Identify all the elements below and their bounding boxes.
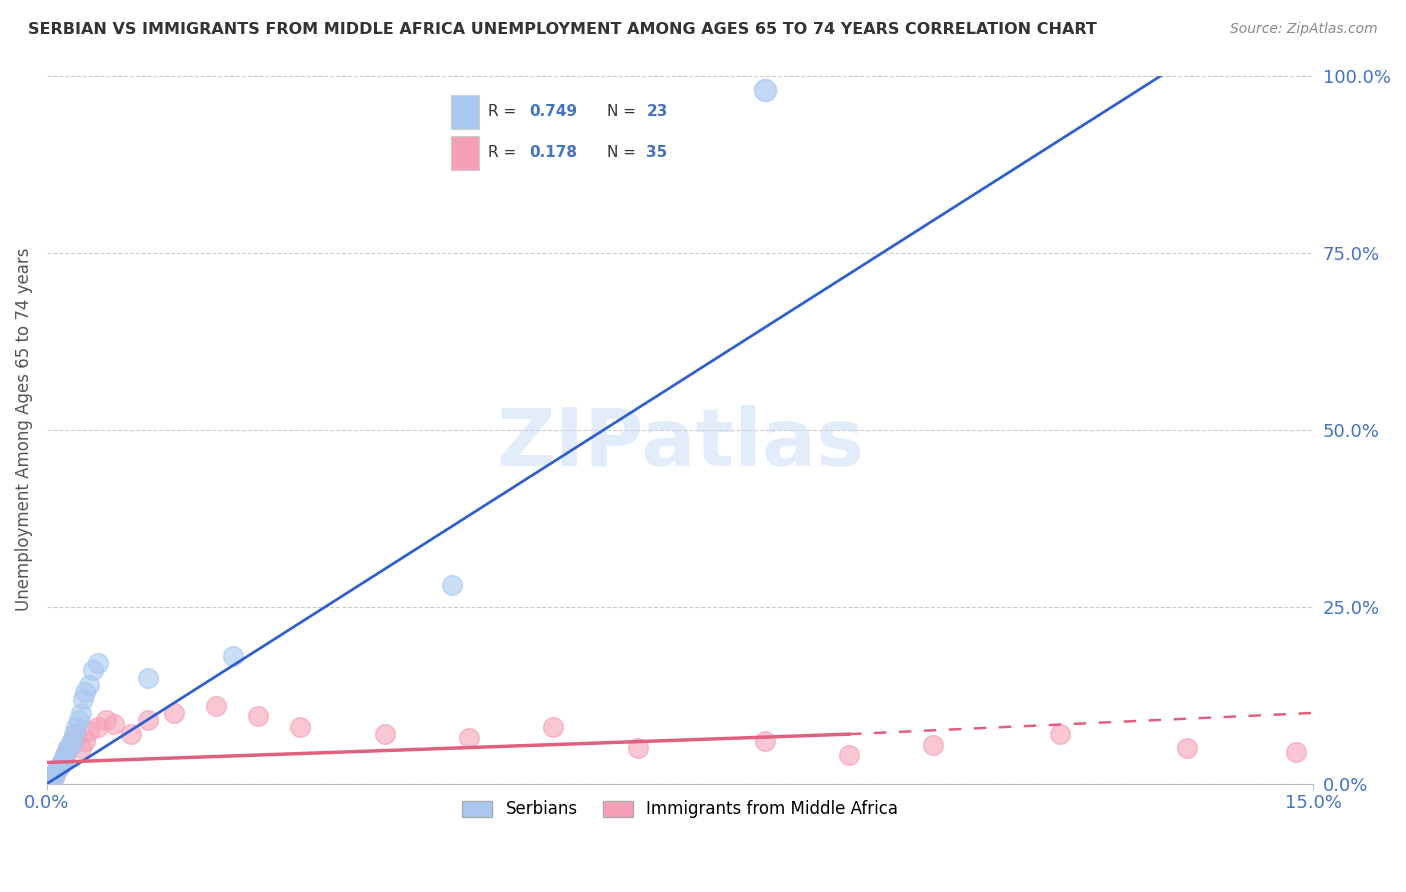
Point bbox=[72, 691, 94, 706]
Point bbox=[55, 748, 77, 763]
Point bbox=[59, 738, 82, 752]
Point bbox=[46, 763, 69, 777]
Point bbox=[246, 709, 269, 723]
Point bbox=[86, 720, 108, 734]
Point bbox=[73, 684, 96, 698]
Point bbox=[204, 698, 226, 713]
Point bbox=[221, 649, 243, 664]
Point bbox=[55, 748, 77, 763]
Point bbox=[458, 731, 481, 745]
Y-axis label: Unemployment Among Ages 65 to 74 years: Unemployment Among Ages 65 to 74 years bbox=[15, 248, 32, 611]
Point bbox=[42, 770, 65, 784]
Point bbox=[120, 727, 142, 741]
Point bbox=[627, 741, 650, 756]
Point bbox=[51, 756, 73, 770]
Point bbox=[86, 657, 108, 671]
Point bbox=[48, 759, 70, 773]
Point bbox=[374, 727, 396, 741]
Point bbox=[838, 748, 860, 763]
Point bbox=[103, 716, 125, 731]
Point bbox=[1175, 741, 1198, 756]
Point bbox=[46, 763, 69, 777]
Point bbox=[1049, 727, 1071, 741]
Point bbox=[69, 706, 91, 720]
Point bbox=[73, 734, 96, 748]
Point bbox=[52, 752, 75, 766]
Text: Source: ZipAtlas.com: Source: ZipAtlas.com bbox=[1230, 22, 1378, 37]
Point bbox=[51, 756, 73, 770]
Point bbox=[59, 738, 82, 752]
Point bbox=[136, 671, 159, 685]
Point bbox=[56, 741, 79, 756]
Point bbox=[39, 773, 62, 788]
Point bbox=[60, 734, 83, 748]
Point bbox=[1285, 745, 1308, 759]
Point bbox=[543, 720, 565, 734]
Point bbox=[922, 738, 945, 752]
Point bbox=[65, 727, 87, 741]
Point bbox=[63, 731, 86, 745]
Point bbox=[77, 723, 100, 738]
Point bbox=[48, 759, 70, 773]
Point bbox=[69, 741, 91, 756]
Point bbox=[52, 752, 75, 766]
Point bbox=[288, 720, 311, 734]
Point bbox=[162, 706, 184, 720]
Point bbox=[65, 720, 87, 734]
Point bbox=[56, 741, 79, 756]
Point bbox=[441, 578, 464, 592]
Legend: Serbians, Immigrants from Middle Africa: Serbians, Immigrants from Middle Africa bbox=[456, 794, 904, 825]
Point bbox=[44, 766, 66, 780]
Text: ZIPatlas: ZIPatlas bbox=[496, 405, 865, 483]
Point bbox=[60, 734, 83, 748]
Point bbox=[94, 713, 117, 727]
Point bbox=[136, 713, 159, 727]
Point bbox=[754, 734, 776, 748]
Point bbox=[44, 766, 66, 780]
Point bbox=[63, 727, 86, 741]
Point bbox=[82, 664, 104, 678]
Text: SERBIAN VS IMMIGRANTS FROM MIDDLE AFRICA UNEMPLOYMENT AMONG AGES 65 TO 74 YEARS : SERBIAN VS IMMIGRANTS FROM MIDDLE AFRICA… bbox=[28, 22, 1097, 37]
Point bbox=[39, 773, 62, 788]
Point bbox=[754, 83, 776, 97]
Point bbox=[77, 677, 100, 691]
Point bbox=[42, 770, 65, 784]
Point bbox=[67, 713, 90, 727]
